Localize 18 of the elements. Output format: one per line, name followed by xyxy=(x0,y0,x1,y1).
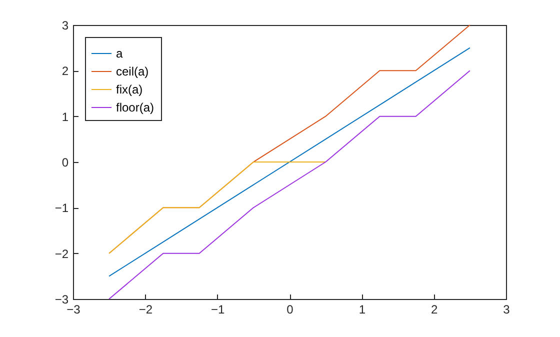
x-tick-label: 2 xyxy=(430,302,438,316)
x-tick-label: −1 xyxy=(210,302,225,316)
line-series xyxy=(108,47,470,277)
y-tick-label: 0 xyxy=(62,156,69,170)
y-tick-label: 3 xyxy=(62,18,69,32)
y-tick-label: −3 xyxy=(54,292,69,306)
legend-label: floor(a) xyxy=(116,100,154,114)
legend-label: a xyxy=(116,46,123,60)
x-tick-label: 0 xyxy=(286,302,294,316)
y-tick-label: 1 xyxy=(62,110,69,124)
legend-label: ceil(a) xyxy=(116,64,149,78)
y-tick-label: 2 xyxy=(62,64,69,78)
x-tick-label: 3 xyxy=(503,302,510,316)
y-tick-label: −1 xyxy=(54,201,69,216)
x-tick-label: 1 xyxy=(358,302,366,316)
legend-label: fix(a) xyxy=(116,82,143,96)
x-tick-label: −2 xyxy=(138,302,153,316)
y-tick-label: −2 xyxy=(54,246,69,261)
